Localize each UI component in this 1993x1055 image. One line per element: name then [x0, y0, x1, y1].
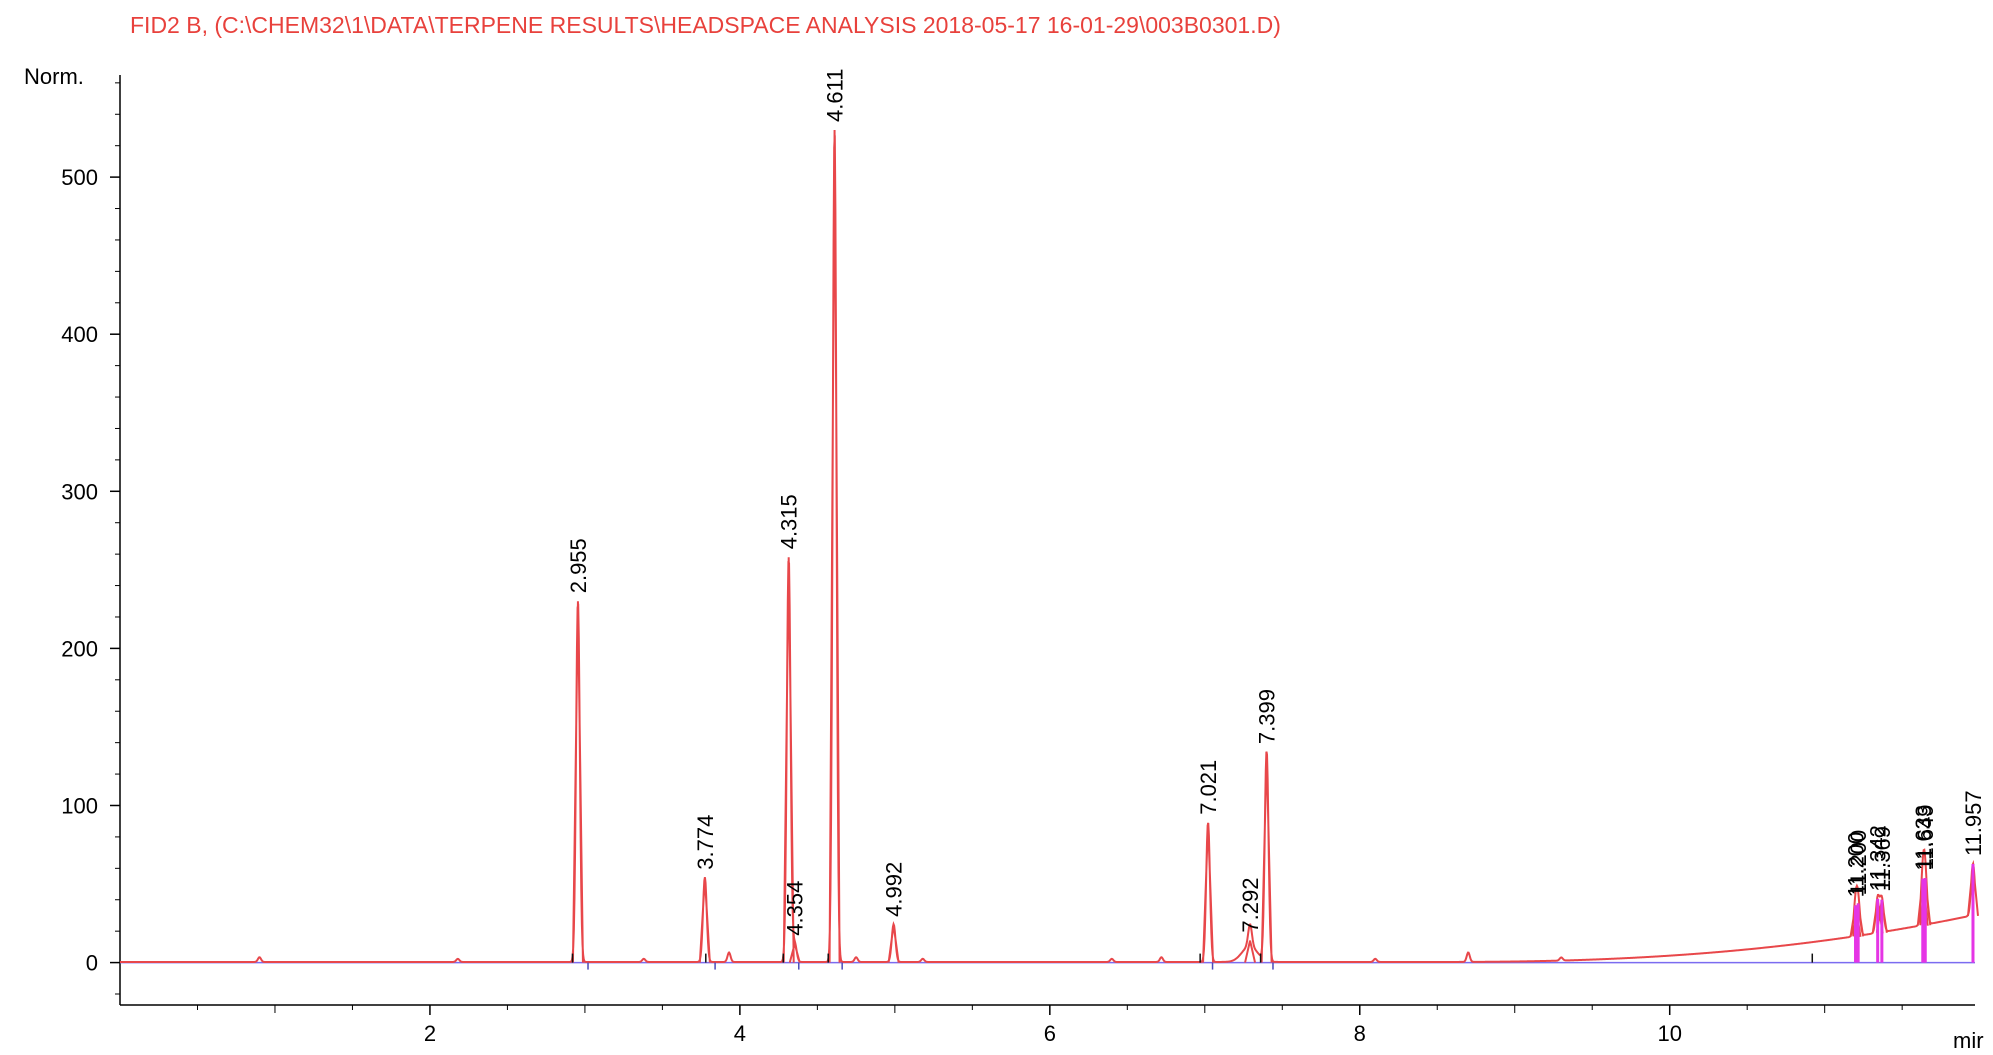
x-tick-label: 10 [1657, 1021, 1681, 1046]
peak-label: 11.649 [1913, 804, 1938, 870]
peak-label: 11.369 [1870, 826, 1895, 892]
x-axis-label: mir [1953, 1028, 1984, 1050]
y-tick-label: 200 [61, 636, 98, 661]
y-tick-label: 300 [61, 479, 98, 504]
peak-label: 4.992 [882, 862, 907, 917]
signal-layer [120, 129, 1979, 963]
x-tick-label: 2 [424, 1021, 436, 1046]
peak-label: 4.315 [777, 494, 802, 549]
y-tick-label: 0 [86, 951, 98, 976]
peak-label: 7.399 [1255, 689, 1280, 744]
x-tick-label: 8 [1354, 1021, 1366, 1046]
chart-title: FID2 B, (C:\CHEM32\1\DATA\TERPENE RESULT… [130, 12, 1281, 38]
signal-trace [120, 129, 1979, 963]
y-axis-label: Norm. [24, 64, 84, 89]
integration-layer [571, 864, 1975, 970]
x-tick-label: 4 [734, 1021, 746, 1046]
peak-label: 4.354 [783, 881, 808, 936]
peak-label: 2.955 [566, 538, 591, 593]
peak-label: 7.021 [1196, 760, 1221, 815]
axes: 0 100 200 300 400 500 2 4 6 8 10 [61, 75, 1975, 1046]
peak-label: 11.342 [1866, 825, 1891, 891]
y-tick-label: 100 [61, 793, 98, 818]
peak-label: 11.957 [1961, 790, 1986, 856]
peak-label-layer: 2.955 3.774 4.315 4.354 4.611 4.992 7.021 7.292… [566, 69, 1986, 936]
y-tick-label: 500 [61, 165, 98, 190]
peak-label: 4.611 [823, 69, 848, 122]
peak-label: 3.774 [693, 815, 718, 870]
peak-label: 7.292 [1238, 878, 1263, 933]
peak-label: 11.200 [1844, 832, 1869, 898]
x-tick-label: 6 [1044, 1021, 1056, 1046]
y-tick-label: 400 [61, 322, 98, 347]
peak-label: 11.633 [1911, 805, 1936, 871]
peak-label: 11.200 [1846, 830, 1871, 896]
